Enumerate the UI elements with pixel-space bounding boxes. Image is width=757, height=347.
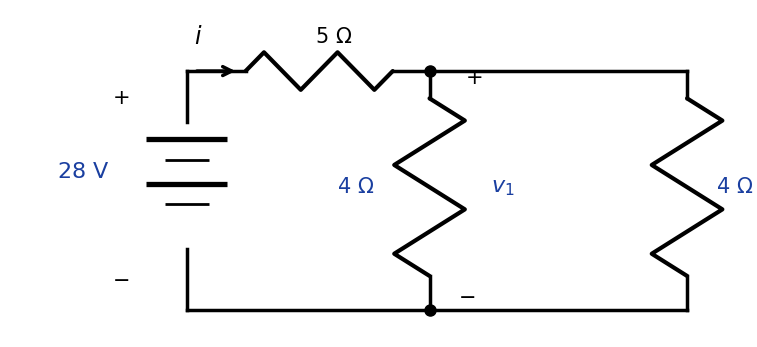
Text: $4\ \Omega$: $4\ \Omega$ xyxy=(338,177,375,197)
Text: $-$: $-$ xyxy=(112,269,129,289)
Text: $v_1$: $v_1$ xyxy=(491,176,515,198)
Text: $i$: $i$ xyxy=(194,25,202,49)
Text: $+$: $+$ xyxy=(465,68,482,88)
Text: $5\ \Omega$: $5\ \Omega$ xyxy=(315,27,353,47)
Text: $28\ \mathrm{V}$: $28\ \mathrm{V}$ xyxy=(58,161,110,183)
Text: $4\ \Omega$: $4\ \Omega$ xyxy=(716,177,753,197)
Text: $-$: $-$ xyxy=(458,286,475,306)
Text: $+$: $+$ xyxy=(112,88,129,108)
